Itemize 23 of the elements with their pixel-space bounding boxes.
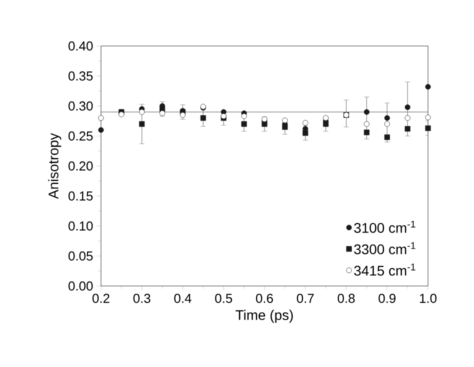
y-tick-label: 0.15 [68,191,93,201]
x-tick-label: 0.7 [296,294,314,303]
legend-label: 3415 cm$^{-1}$ [354,264,416,276]
x-tick-label: 1.0 [420,294,437,303]
x-axis-title: Time (ps) [236,310,293,323]
y-tick-label: 0.00 [68,281,93,291]
x-tick-label: 0.6 [256,294,273,303]
y-tick-label: 0.35 [68,71,93,81]
x-tick-label: 0.5 [215,294,232,303]
y-tick-label: 0.20 [68,161,93,171]
y-tick-label: 0.30 [68,101,93,111]
y-tick-label: 0.10 [68,221,93,231]
legend-label: 3100 cm$^{-1}$ [354,220,416,233]
legend-label: 3300 cm$^{-1}$ [354,242,416,254]
x-tick-label: 0.8 [338,294,355,303]
y-axis-title: Anisotropy [48,133,62,199]
x-tick-label: 0.9 [378,294,396,303]
y-tick-label: 0.25 [68,131,93,141]
x-tick-label: 0.2 [92,294,110,303]
y-tick-label: 0.05 [68,251,93,261]
x-tick-label: 0.3 [133,294,150,303]
x-tick-label: 0.4 [174,294,192,303]
y-tick-label: 0.40 [68,41,93,51]
